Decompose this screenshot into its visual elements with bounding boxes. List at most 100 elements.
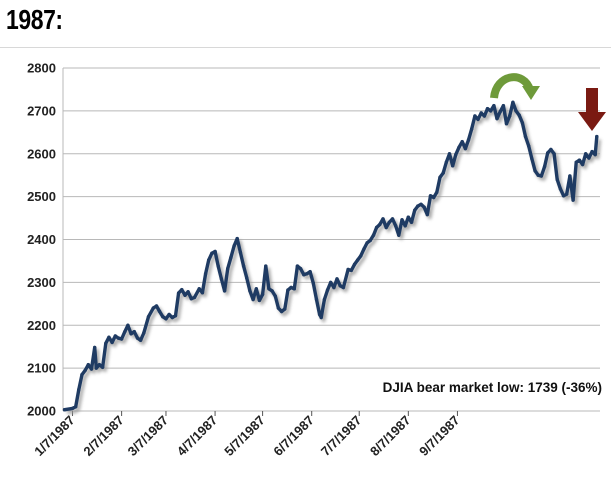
data-point: [305, 272, 309, 276]
data-point: [397, 233, 401, 237]
data-point: [441, 171, 445, 175]
data-point: [203, 272, 208, 276]
data-point: [317, 312, 322, 317]
data-point: [390, 217, 395, 221]
data-point: [100, 365, 105, 369]
data-point: [432, 195, 436, 200]
data-point: [167, 312, 171, 317]
data-point: [80, 372, 84, 377]
page-heading: 1987:: [6, 4, 63, 35]
series-group: [62, 100, 602, 415]
data-point: [546, 151, 550, 155]
data-point: [142, 331, 146, 335]
data-point: [485, 107, 490, 111]
data-point: [466, 138, 471, 142]
x-tick-label-0: 1/7/1987: [31, 413, 77, 459]
data-point: [498, 110, 502, 114]
data-point: [555, 177, 559, 182]
data-point: [62, 408, 67, 412]
data-point: [451, 164, 455, 168]
chart-markers: [490, 73, 606, 131]
data-point: [584, 152, 588, 156]
data-point: [97, 363, 102, 367]
data-point: [248, 289, 252, 293]
data-point: [232, 244, 236, 248]
data-point: [86, 363, 91, 367]
chart-annotation: DJIA bear market low: 1739 (-36%): [383, 380, 602, 395]
data-point: [200, 291, 205, 295]
data-point: [590, 149, 594, 154]
data-point: [216, 264, 220, 268]
data-point: [435, 190, 439, 194]
data-point: [470, 127, 474, 131]
data-point: [308, 270, 312, 274]
data-point: [192, 295, 197, 300]
data-point: [260, 292, 265, 297]
data-point: [492, 104, 496, 108]
data-point: [235, 236, 239, 241]
data-point: [460, 140, 464, 144]
data-point: [298, 267, 303, 271]
data-point: [229, 255, 233, 260]
y-tick-label-2000: 2000: [27, 404, 56, 419]
data-point: [176, 291, 181, 295]
data-point: [295, 264, 300, 268]
data-point: [384, 225, 388, 230]
data-point: [219, 277, 224, 281]
data-point: [154, 304, 159, 308]
data-point: [151, 306, 155, 310]
data-point: [332, 285, 336, 290]
y-tick-label-2800: 2800: [27, 61, 56, 76]
curved-arrow-body: [490, 73, 534, 99]
data-point: [438, 175, 442, 179]
data-point: [335, 277, 339, 281]
data-point: [406, 215, 410, 219]
heading-divider: [0, 47, 611, 48]
data-point: [447, 152, 452, 156]
data-point: [173, 314, 178, 318]
data-point: [264, 264, 268, 268]
y-tick-label-2100: 2100: [27, 361, 56, 376]
data-point: [587, 156, 591, 160]
data-point: [517, 113, 521, 117]
data-point: [170, 315, 174, 320]
data-point: [270, 289, 274, 293]
data-point: [473, 114, 477, 118]
data-point: [595, 134, 599, 139]
series-line-0: [62, 100, 599, 412]
data-point: [189, 297, 193, 301]
data-point: [571, 198, 575, 202]
data-point: [286, 288, 290, 292]
data-point: [186, 290, 190, 294]
data-point: [119, 337, 124, 341]
chart-grid: [62, 67, 600, 412]
data-point: [387, 220, 391, 224]
down-arrow-head: [578, 112, 606, 131]
data-point: [254, 287, 258, 291]
data-point: [565, 192, 569, 196]
data-point: [504, 122, 509, 126]
x-tick-label-5: 6/7/1987: [270, 413, 316, 459]
data-point: [568, 174, 572, 178]
y-tick-label-2700: 2700: [27, 103, 56, 118]
data-point: [593, 152, 597, 157]
data-point: [394, 224, 398, 228]
data-point: [226, 267, 230, 271]
data-point: [495, 116, 499, 121]
data-point: [349, 268, 353, 273]
data-point: [238, 250, 243, 255]
data-point: [542, 164, 547, 169]
data-point: [428, 194, 433, 198]
data-point: [338, 284, 342, 288]
data-point: [257, 298, 262, 303]
data-point: [416, 204, 420, 208]
data-point: [425, 212, 429, 217]
x-tick-label-6: 7/7/1987: [318, 413, 364, 459]
data-point: [508, 114, 512, 118]
down-arrow-icon: [578, 88, 606, 131]
data-point: [325, 288, 330, 292]
x-tick-label-3: 4/7/1987: [174, 413, 220, 459]
data-point: [413, 208, 417, 212]
